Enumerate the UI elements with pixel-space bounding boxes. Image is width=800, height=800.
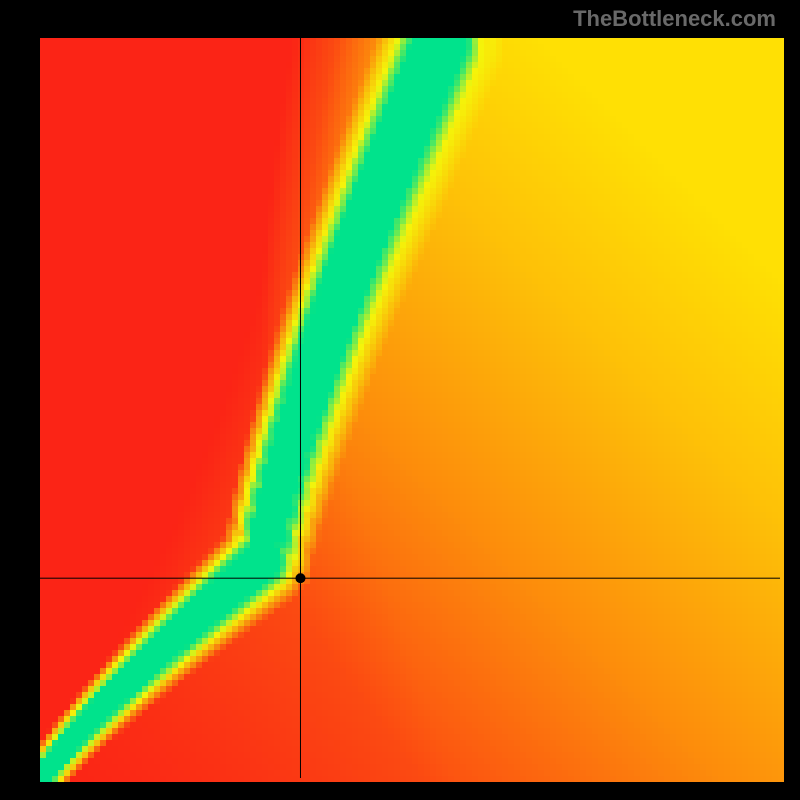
- chart-container: TheBottleneck.com: [0, 0, 800, 800]
- watermark-text: TheBottleneck.com: [573, 6, 776, 32]
- heatmap-canvas: [0, 0, 800, 800]
